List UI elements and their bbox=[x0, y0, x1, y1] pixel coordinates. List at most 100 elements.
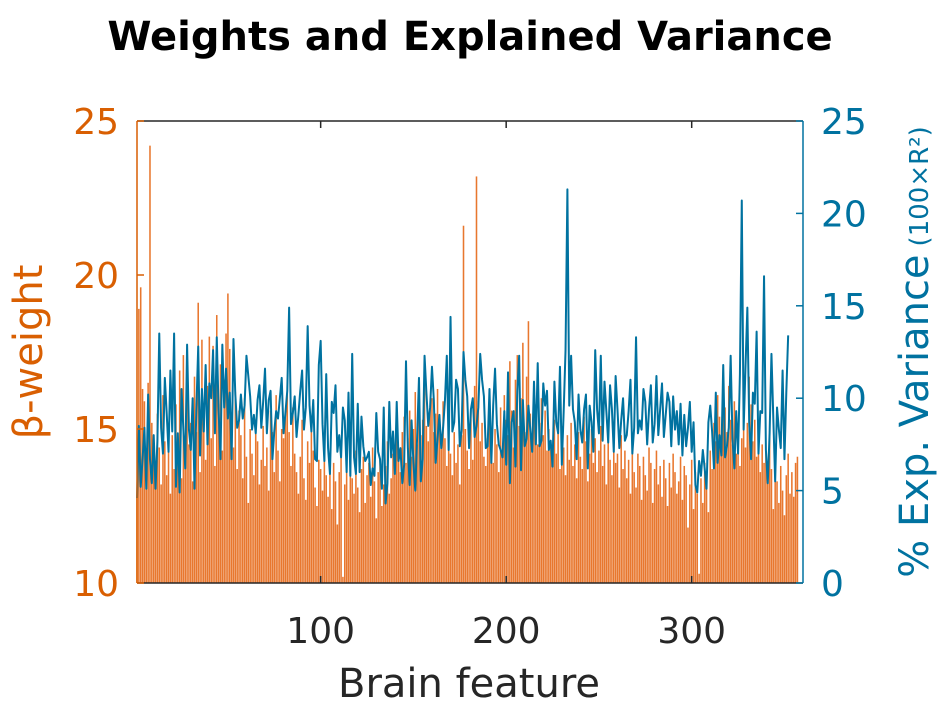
bar bbox=[156, 413, 159, 583]
bar bbox=[501, 453, 504, 583]
bar bbox=[770, 469, 773, 583]
bar bbox=[438, 422, 441, 583]
bar bbox=[397, 450, 400, 583]
bar bbox=[256, 441, 259, 583]
bar bbox=[574, 444, 576, 583]
bar bbox=[232, 447, 235, 583]
bar bbox=[470, 410, 472, 583]
bar bbox=[366, 475, 368, 583]
bar bbox=[286, 385, 289, 583]
y-right-tick-label: 5 bbox=[821, 472, 844, 513]
bar bbox=[646, 490, 648, 583]
bar bbox=[446, 465, 448, 583]
bar bbox=[557, 432, 559, 583]
bar bbox=[169, 493, 172, 583]
bar bbox=[210, 438, 212, 583]
bar bbox=[254, 419, 257, 583]
bar bbox=[687, 527, 689, 583]
bar bbox=[728, 385, 730, 583]
bar bbox=[306, 441, 309, 583]
bar bbox=[241, 478, 244, 583]
bar bbox=[484, 465, 487, 583]
bar bbox=[203, 416, 205, 583]
bar bbox=[575, 478, 578, 583]
bar bbox=[490, 450, 493, 583]
bar bbox=[518, 425, 520, 583]
x-tick-label: 300 bbox=[657, 611, 726, 652]
bar bbox=[290, 465, 292, 583]
bar bbox=[640, 499, 643, 583]
bar bbox=[369, 496, 372, 583]
bar bbox=[453, 432, 455, 583]
bar bbox=[312, 450, 315, 583]
bar bbox=[548, 429, 550, 583]
bar bbox=[601, 465, 604, 583]
bar bbox=[340, 444, 342, 583]
variance-line bbox=[136, 188, 790, 505]
bar bbox=[238, 410, 240, 583]
bar bbox=[718, 416, 721, 583]
bar bbox=[750, 404, 752, 583]
bar bbox=[199, 472, 201, 583]
bar bbox=[503, 395, 506, 583]
bar bbox=[139, 287, 142, 583]
bar bbox=[516, 355, 519, 583]
bar bbox=[583, 416, 585, 583]
bar bbox=[429, 407, 431, 583]
bar bbox=[653, 469, 656, 583]
bar bbox=[661, 496, 663, 583]
y-right-tick-label: 15 bbox=[821, 287, 867, 328]
bar bbox=[605, 484, 608, 583]
x-axis-label: Brain feature bbox=[338, 661, 600, 707]
bar bbox=[766, 478, 769, 583]
bar bbox=[531, 438, 533, 583]
bar bbox=[292, 407, 294, 583]
bar bbox=[620, 435, 622, 583]
bar bbox=[262, 425, 264, 583]
bar bbox=[332, 462, 335, 583]
bar bbox=[440, 447, 443, 583]
bar bbox=[644, 475, 647, 583]
bar bbox=[546, 450, 548, 583]
bar bbox=[683, 465, 686, 583]
bar bbox=[373, 481, 376, 583]
bar bbox=[492, 462, 494, 583]
bar bbox=[427, 441, 430, 583]
bar bbox=[403, 416, 405, 583]
bar bbox=[269, 410, 272, 583]
bar bbox=[182, 355, 185, 583]
bar bbox=[618, 487, 621, 583]
bar bbox=[631, 444, 634, 583]
bar bbox=[251, 453, 253, 583]
bar bbox=[473, 385, 476, 583]
variance-series bbox=[136, 188, 790, 505]
bar bbox=[240, 435, 242, 583]
y-right-tick-label: 0 bbox=[821, 564, 844, 605]
bar bbox=[746, 422, 749, 583]
bar bbox=[614, 462, 617, 583]
bar bbox=[650, 462, 652, 583]
bar bbox=[776, 481, 778, 583]
bar bbox=[722, 370, 724, 583]
bar bbox=[407, 438, 409, 583]
bar bbox=[625, 478, 628, 583]
bar bbox=[191, 481, 194, 583]
bar bbox=[690, 459, 693, 583]
bar bbox=[529, 413, 532, 583]
bar bbox=[577, 432, 580, 583]
bar bbox=[228, 348, 231, 583]
bar bbox=[392, 453, 394, 583]
bar bbox=[787, 453, 789, 583]
bar bbox=[353, 493, 355, 583]
bar bbox=[536, 444, 539, 583]
bar bbox=[733, 401, 736, 583]
bar bbox=[293, 453, 296, 583]
bar bbox=[345, 459, 348, 583]
bar bbox=[165, 475, 168, 583]
bar bbox=[141, 388, 144, 583]
bar bbox=[399, 472, 402, 583]
bar bbox=[700, 478, 702, 583]
bar bbox=[334, 481, 337, 583]
bar bbox=[188, 444, 190, 583]
bar bbox=[496, 444, 498, 583]
